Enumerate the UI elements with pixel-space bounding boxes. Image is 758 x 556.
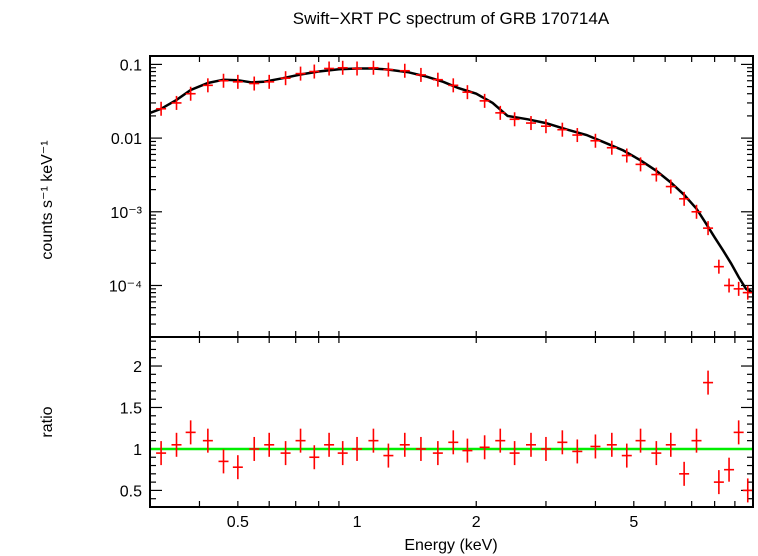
y-tick-label: 0.01 — [111, 131, 142, 148]
y-tick-label: 1 — [133, 442, 142, 459]
ratio-panel: 0.5 1 1.5 2 0.5 1 2 5 ratio Energy (keV) — [39, 336, 754, 554]
ratio-y-axis-label: ratio — [39, 406, 56, 437]
x-tick-label: 2 — [472, 514, 481, 531]
spectrum-ticks: 0.1 0.01 10⁻³ 10⁻⁴ — [109, 56, 754, 338]
x-tick-label: 1 — [353, 514, 362, 531]
x-tick-label: 0.5 — [227, 514, 249, 531]
y-tick-label: 0.5 — [120, 483, 142, 500]
y-tick-label: 0.1 — [120, 57, 142, 74]
spectrum-y-axis-label: counts s⁻¹ keV⁻¹ — [39, 140, 56, 259]
x-tick-label: 5 — [629, 514, 638, 531]
y-tick-label: 1.5 — [120, 400, 142, 417]
spectrum-series — [149, 60, 754, 300]
x-axis-label: Energy (keV) — [404, 537, 497, 554]
y-tick-label: 10⁻⁴ — [109, 278, 142, 295]
ratio-series — [156, 370, 753, 503]
spectrum-panel: 0.1 0.01 10⁻³ 10⁻⁴ counts s⁻¹ keV⁻¹ — [39, 55, 754, 338]
ratio-frame — [149, 336, 754, 508]
model-curve — [149, 67, 754, 294]
chart-title: Swift−XRT PC spectrum of GRB 170714A — [293, 9, 610, 28]
spectrum-frame — [149, 55, 754, 338]
y-tick-label: 2 — [133, 359, 142, 376]
ratio-ticks: 0.5 1 1.5 2 0.5 1 2 5 — [120, 337, 754, 531]
y-tick-label: 10⁻³ — [110, 205, 142, 222]
